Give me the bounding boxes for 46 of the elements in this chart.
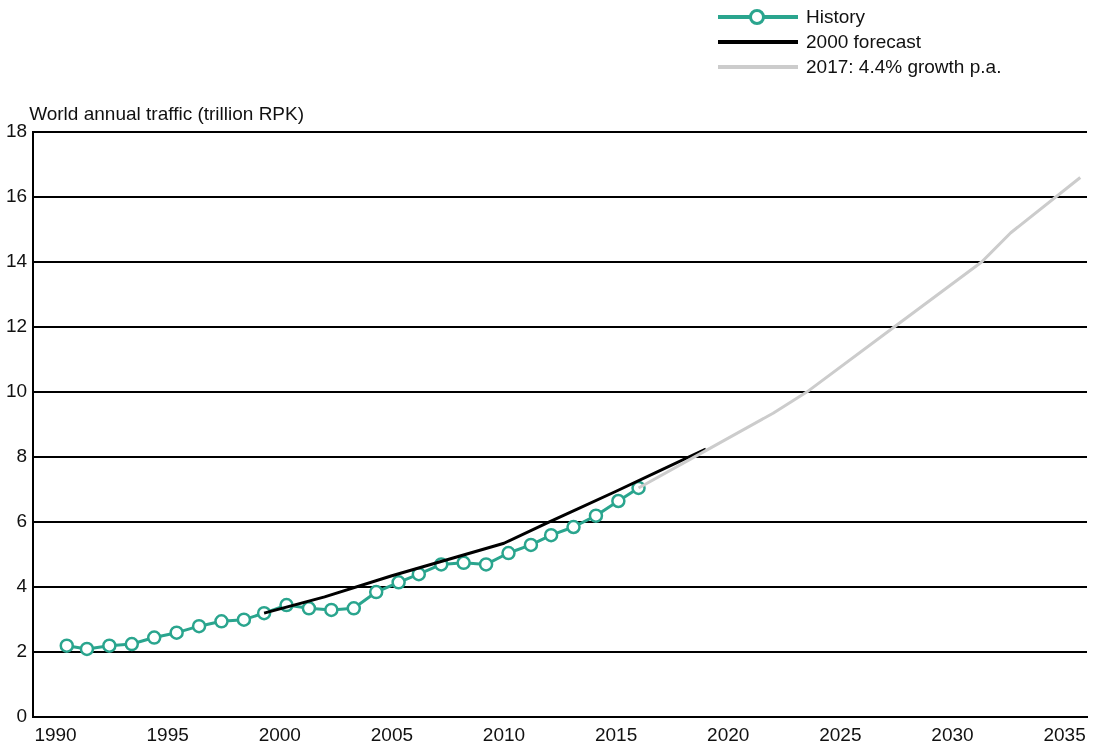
y-tick-label: 18	[5, 120, 28, 142]
legend-label: 2017: 4.4% growth p.a.	[806, 55, 1002, 78]
point	[543, 527, 559, 543]
x-tick-label: 2025	[819, 723, 862, 745]
x-tick-label: 1990	[34, 723, 77, 745]
point	[391, 575, 406, 590]
point	[59, 638, 75, 653]
point	[124, 636, 140, 652]
legend-label: 2000 forecast	[806, 30, 922, 53]
point	[501, 545, 516, 561]
point	[566, 519, 581, 535]
x-tick-label: 2035	[1043, 723, 1086, 745]
point	[214, 614, 229, 629]
point	[324, 602, 339, 618]
y-tick-label: 10	[5, 380, 28, 402]
point	[456, 555, 471, 571]
x-tick-label: 2005	[370, 723, 414, 745]
y-tick-label: 12	[5, 315, 28, 337]
y-tick-label: 14	[5, 250, 28, 272]
point	[368, 584, 384, 600]
x-tick-label: 2010	[482, 723, 526, 745]
y-axis-title: World annual traffic (trillion RPK)	[29, 102, 305, 124]
legend-label: History	[806, 5, 866, 28]
y-tick-label: 16	[5, 185, 28, 207]
point	[79, 641, 95, 657]
point	[301, 601, 317, 616]
x-tick-label: 2015	[594, 723, 638, 745]
x-tick-label: 1995	[146, 723, 189, 745]
point	[611, 493, 626, 509]
y-tick-label: 2	[16, 640, 28, 662]
x-tick-label: 2030	[931, 723, 974, 745]
point	[169, 625, 184, 640]
point	[523, 537, 539, 553]
point	[478, 557, 494, 572]
x-tick-label: 2000	[258, 723, 301, 745]
point	[102, 638, 117, 653]
point	[236, 612, 252, 627]
x-tick-label: 2020	[707, 723, 750, 745]
point	[191, 618, 207, 634]
y-tick-label: 6	[16, 510, 28, 532]
y-tick-label: 0	[16, 705, 28, 727]
y-tick-label: 8	[16, 445, 28, 467]
point	[588, 508, 604, 523]
point	[146, 630, 162, 645]
y-tick-label: 4	[16, 575, 28, 597]
point	[346, 601, 362, 616]
